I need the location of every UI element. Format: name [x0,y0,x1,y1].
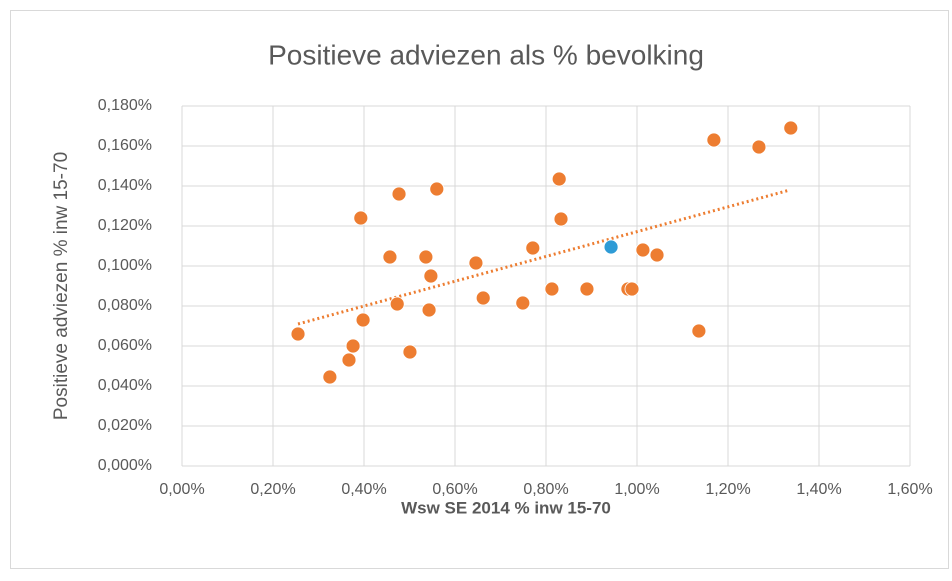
y-tick-label: 0,060% [98,337,152,354]
y-axis-label: Positieve adviezen % inw 15-70 [51,152,72,420]
y-tick-label: 0,040% [98,377,152,394]
data-point [355,312,371,328]
data-point [322,369,338,385]
y-tick-label: 0,180% [98,97,152,114]
y-tick-label: 0,120% [98,217,152,234]
chart-frame [10,10,949,569]
data-point [691,323,707,339]
y-tick-label: 0,140% [98,177,152,194]
data-point [389,296,405,312]
data-point [624,281,640,297]
data-point [418,249,434,265]
chart-title: Positieve adviezen als % bevolking [268,39,704,70]
data-point [345,338,361,354]
data-point [402,344,418,360]
y-tick-label: 0,000% [98,457,152,474]
data-point [551,171,567,187]
data-point [382,249,398,265]
x-tick-label: 1,20% [705,481,750,498]
x-tick-label: 1,00% [614,481,659,498]
x-tick-label: 1,40% [796,481,841,498]
data-point [649,247,665,263]
data-point [603,239,619,255]
data-point [544,281,560,297]
data-point [525,240,541,256]
data-point [468,255,484,271]
data-point [783,120,799,136]
x-tick-label: 0,80% [523,481,568,498]
data-point [515,295,531,311]
x-tick-label: 0,40% [341,481,386,498]
y-tick-label: 0,100% [98,257,152,274]
data-point [475,290,491,306]
y-tick-label: 0,160% [98,137,152,154]
data-point [423,268,439,284]
data-point [751,139,767,155]
data-point [553,211,569,227]
x-tick-label: 0,60% [432,481,477,498]
data-point [579,281,595,297]
y-tick-label: 0,020% [98,417,152,434]
x-tick-label: 1,60% [887,481,932,498]
data-point [429,181,445,197]
data-point [391,186,407,202]
data-point [353,210,369,226]
y-tick-label: 0,080% [98,297,152,314]
x-tick-label: 0,00% [159,481,204,498]
data-point [290,326,306,342]
data-point [706,132,722,148]
data-point [421,302,437,318]
data-point [635,242,651,258]
data-point [341,352,357,368]
x-tick-label: 0,20% [250,481,295,498]
x-axis-label: Wsw SE 2014 % inw 15-70 [401,498,611,517]
